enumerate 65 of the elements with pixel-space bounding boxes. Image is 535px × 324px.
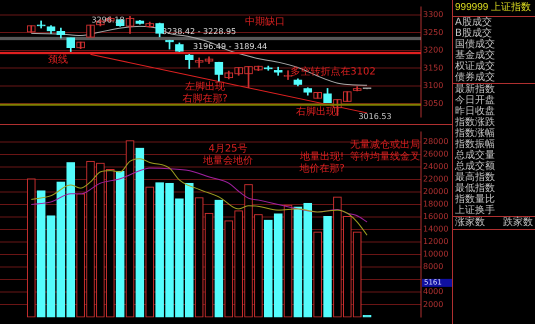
y-tick-label: 4000 (423, 287, 444, 296)
ref-line-label: 颈线 (48, 54, 68, 66)
text: 指数涨幅 (454, 128, 496, 139)
text: 涨家数 (455, 217, 485, 229)
text: 999999 上证指数 (453, 0, 535, 17)
annotation: 右脚出现! (296, 106, 340, 118)
annotation: 地量出现! (298, 150, 344, 163)
text: 权证成交 (454, 61, 496, 72)
candlestick (165, 40, 174, 50)
bar (36, 190, 46, 318)
y-tick-label: 3200 (423, 46, 444, 55)
text: 债券成交 (453, 72, 535, 84)
y-tick-label: 14000 (423, 224, 448, 234)
candlestick (136, 20, 144, 25)
annotation: 3016.53 (358, 112, 392, 122)
text: 最高指数 (454, 172, 496, 183)
y-tick-label: 3150 (423, 63, 444, 72)
y-tick-label: 3100 (423, 81, 444, 90)
annotation: 地价在那? (298, 162, 345, 175)
annotation: 右脚在那? (182, 92, 228, 105)
y-tick-label: 3250 (423, 28, 444, 37)
text: 总成交量 (454, 150, 496, 161)
annotation: 无量减仓或出局 (350, 138, 420, 151)
text: 今日开盘 (454, 95, 496, 106)
text: B股成交 (454, 28, 492, 39)
y-tick-label: 22000 (423, 174, 448, 184)
bar (136, 148, 144, 318)
annotation: 地量会地价 (202, 154, 253, 167)
bar (155, 182, 164, 318)
candlestick (204, 56, 214, 64)
y-tick-label: 20000 (423, 187, 448, 196)
y-tick-label: 8000 (423, 262, 444, 272)
text: A股成交 (454, 17, 493, 28)
text: 基金成交 (454, 50, 496, 61)
bar (165, 182, 174, 318)
text: 最低指数 (454, 183, 496, 194)
text: 指数涨跌 (454, 117, 496, 128)
text: 指数振幅 (454, 139, 496, 150)
text: 最新指数 (454, 84, 496, 95)
y-tick-label: 3050 (423, 98, 444, 108)
y-tick-label: 18000 (423, 200, 448, 209)
text: 指数量比 (454, 194, 496, 205)
text: 上证换手 (453, 205, 535, 217)
y-tick-label: 2000 (423, 300, 444, 309)
text: 昨日收盘 (454, 106, 496, 117)
annotation: 左脚出现 (185, 80, 225, 93)
text: 总成交额 (454, 161, 496, 172)
bar (46, 215, 56, 318)
y-tick-label: 24000 (423, 162, 448, 171)
candlestick (352, 86, 362, 92)
y-tick-label: 26000 (423, 149, 448, 158)
y-tick-label: 3300 (423, 10, 444, 20)
annotation: 等待均量线金叉 (350, 150, 420, 163)
annotation: 中期缺口 (245, 16, 285, 28)
y-tick-label: 12000 (423, 237, 448, 246)
annotation: 4月25号 (208, 144, 248, 155)
bar (116, 170, 124, 318)
y-tick-label: 16000 (423, 212, 448, 222)
bar (214, 200, 224, 318)
text: 跌家数 (503, 217, 533, 229)
bar (323, 216, 332, 318)
y-tick-label: 28000 (423, 136, 448, 146)
candlestick (36, 20, 46, 28)
text: 国债成交 (454, 39, 496, 50)
y-tick-label: 10000 (423, 250, 448, 259)
